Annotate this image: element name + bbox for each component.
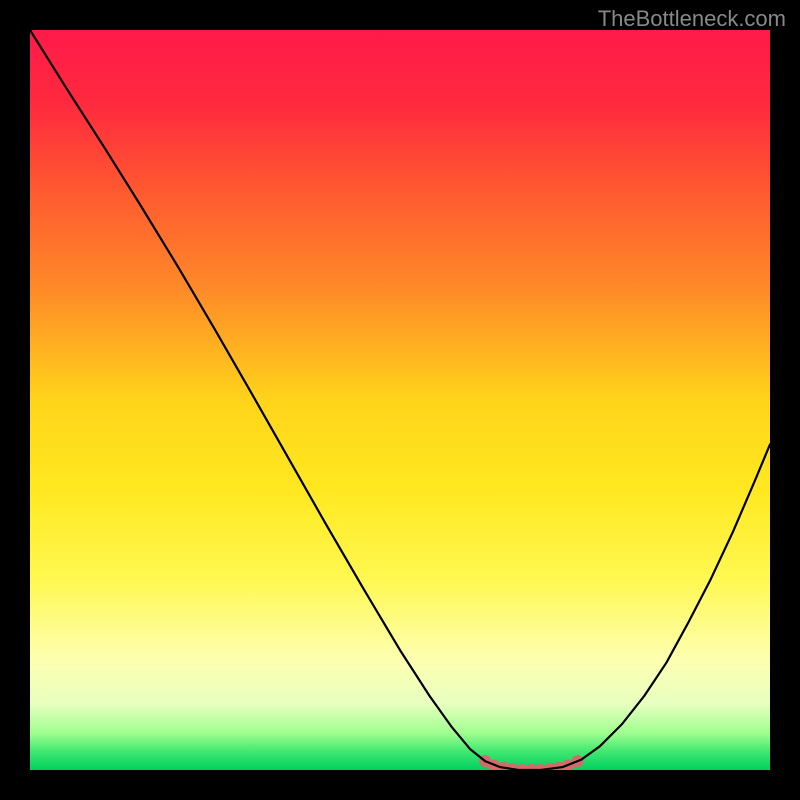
- gradient-background: [30, 30, 770, 770]
- chart-container: TheBottleneck.com: [0, 0, 800, 800]
- watermark-label: TheBottleneck.com: [598, 6, 786, 32]
- bottleneck-curve-chart: [30, 30, 770, 770]
- plot-area: [30, 30, 770, 770]
